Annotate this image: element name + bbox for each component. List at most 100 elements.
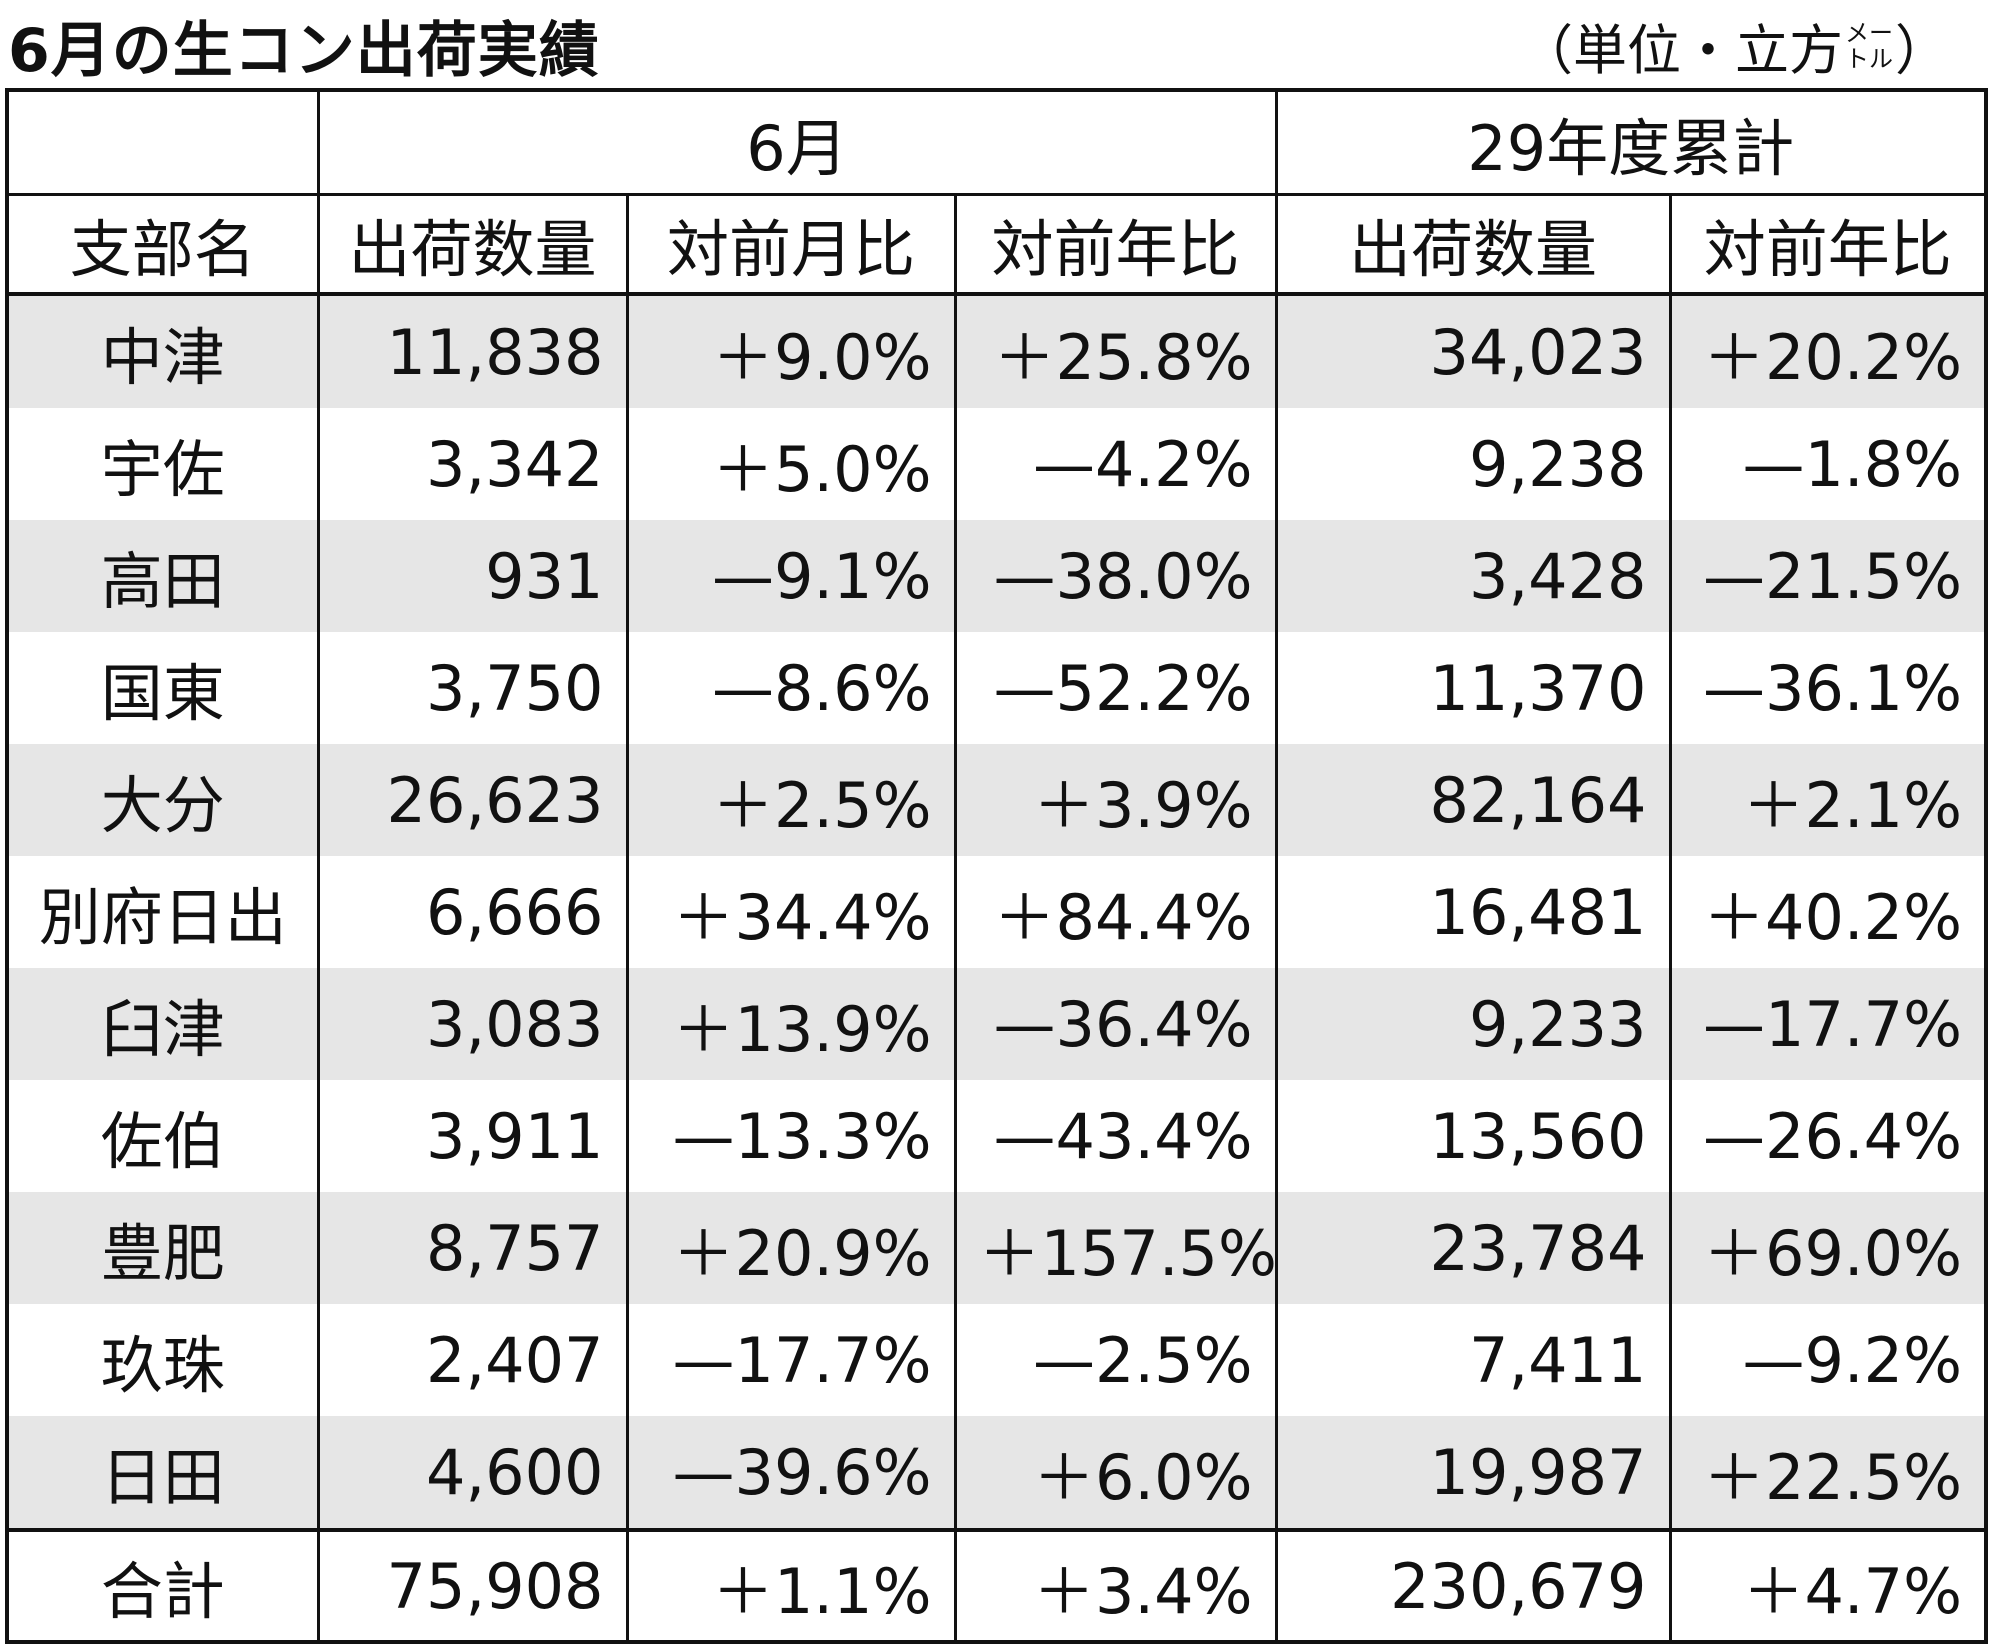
data-row: 臼津 3,083 ＋13.9% —36.4% 9,233 —17.7% [5,968,1988,1080]
cell: —43.4% [953,1080,1278,1192]
cell: 6,666 [316,856,629,968]
cell: 豊肥 [5,1192,320,1304]
total-row: 合計 75,908 ＋1.1% ＋3.4% 230,679 ＋4.7% [5,1528,1988,1642]
data-row: 宇佐 3,342 ＋5.0% —4.2% 9,238 —1.8% [5,408,1988,520]
cell: ＋6.0% [953,1416,1278,1530]
cell: 75,908 [316,1528,629,1642]
cell: ＋25.8% [953,294,1278,408]
data-row: 高田 931 —9.1% —38.0% 3,428 —21.5% [5,520,1988,632]
cell: 3,342 [316,408,629,520]
data-row: 佐伯 3,911 —13.3% —43.4% 13,560 —26.4% [5,1080,1988,1192]
cell: 2,407 [316,1304,629,1416]
header-cell: 対前年比 [953,194,1278,296]
cell: —17.7% [1668,968,1988,1080]
header-cell: 29年度累計 [1274,90,1988,196]
cell: 13,560 [1274,1080,1672,1192]
header-cell [5,90,320,196]
cell: 9,238 [1274,408,1672,520]
cell: 8,757 [316,1192,629,1304]
cell: ＋40.2% [1668,856,1988,968]
unit-small-text: メー [1845,18,1893,47]
title: 6月の生コン出荷実績 [8,16,600,86]
header-row: 6月 29年度累計 [5,90,1988,196]
cell: —39.6% [625,1416,957,1530]
cell: ＋1.1% [625,1528,957,1642]
cell: ＋69.0% [1668,1192,1988,1304]
cell: 931 [316,520,629,632]
cell: ＋20.9% [625,1192,957,1304]
cell: 大分 [5,744,320,856]
cell: 玖珠 [5,1304,320,1416]
data-row: 玖珠 2,407 —17.7% —2.5% 7,411 —9.2% [5,1304,1988,1416]
cell: 26,623 [316,744,629,856]
cell: —8.6% [625,632,957,744]
unit-small: メー トル [1845,20,1893,72]
cell: 合計 [5,1528,320,1642]
header-row: 支部名 出荷数量 対前月比 対前年比 出荷数量 対前年比 [5,194,1988,296]
cell: —1.8% [1668,408,1988,520]
header-cell: 支部名 [5,194,320,296]
cell: —17.7% [625,1304,957,1416]
header-cell: 出荷数量 [316,194,629,296]
cell: 3,911 [316,1080,629,1192]
header-cell: 出荷数量 [1274,194,1672,296]
data-row: 日田 4,600 —39.6% ＋6.0% 19,987 ＋22.5% [5,1416,1988,1530]
header-cell: 対前年比 [1668,194,1988,296]
unit-note: （単位・立方 メー トル ） [1519,6,1949,85]
cell: —38.0% [953,520,1278,632]
cell: 9,233 [1274,968,1672,1080]
cell: —52.2% [953,632,1278,744]
data-row: 別府日出 6,666 ＋34.4% ＋84.4% 16,481 ＋40.2% [5,856,1988,968]
cell: ＋34.4% [625,856,957,968]
cell: 7,411 [1274,1304,1672,1416]
cell: 日田 [5,1416,320,1530]
cell: 宇佐 [5,408,320,520]
cell: ＋2.5% [625,744,957,856]
cell: —9.2% [1668,1304,1988,1416]
data-row: 中津 11,838 ＋9.0% ＋25.8% 34,023 ＋20.2% [5,294,1988,408]
cell: 34,023 [1274,294,1672,408]
shipment-table: 6月 29年度累計 支部名 出荷数量 対前月比 対前年比 出荷数量 対前年比 中津 11,838 ＋… [5,88,1988,1644]
cell: 別府日出 [5,856,320,968]
cell: 11,370 [1274,632,1672,744]
cell: 国東 [5,632,320,744]
cell: 19,987 [1274,1416,1672,1530]
cell: 中津 [5,294,320,408]
cell: ＋157.5% [953,1192,1278,1304]
unit-text: （単位・立方 [1519,19,1843,82]
data-row: 国東 3,750 —8.6% —52.2% 11,370 —36.1% [5,632,1988,744]
cell: —26.4% [1668,1080,1988,1192]
cell: ＋4.7% [1668,1528,1988,1642]
cell: —36.4% [953,968,1278,1080]
cell: ＋84.4% [953,856,1278,968]
header-cell: 6月 [316,90,1278,196]
cell: 23,784 [1274,1192,1672,1304]
unit-small-text: トル [1845,44,1893,73]
cell: ＋5.0% [625,408,957,520]
cell: 臼津 [5,968,320,1080]
cell: ＋3.9% [953,744,1278,856]
cell: 佐伯 [5,1080,320,1192]
cell: —9.1% [625,520,957,632]
cell: ＋9.0% [625,294,957,408]
cell: 3,750 [316,632,629,744]
cell: 16,481 [1274,856,1672,968]
cell: ＋22.5% [1668,1416,1988,1530]
header-cell: 対前月比 [625,194,957,296]
unit-text: ） [1895,19,1949,82]
cell: 3,083 [316,968,629,1080]
cell: 3,428 [1274,520,1672,632]
cell: 82,164 [1274,744,1672,856]
cell: ＋3.4% [953,1528,1278,1642]
data-row: 豊肥 8,757 ＋20.9% ＋157.5% 23,784 ＋69.0% [5,1192,1988,1304]
cell: —4.2% [953,408,1278,520]
cell: 4,600 [316,1416,629,1530]
cell: —2.5% [953,1304,1278,1416]
cell: ＋13.9% [625,968,957,1080]
cell: ＋2.1% [1668,744,1988,856]
cell: ＋20.2% [1668,294,1988,408]
cell: 高田 [5,520,320,632]
cell: —21.5% [1668,520,1988,632]
data-row: 大分 26,623 ＋2.5% ＋3.9% 82,164 ＋2.1% [5,744,1988,856]
